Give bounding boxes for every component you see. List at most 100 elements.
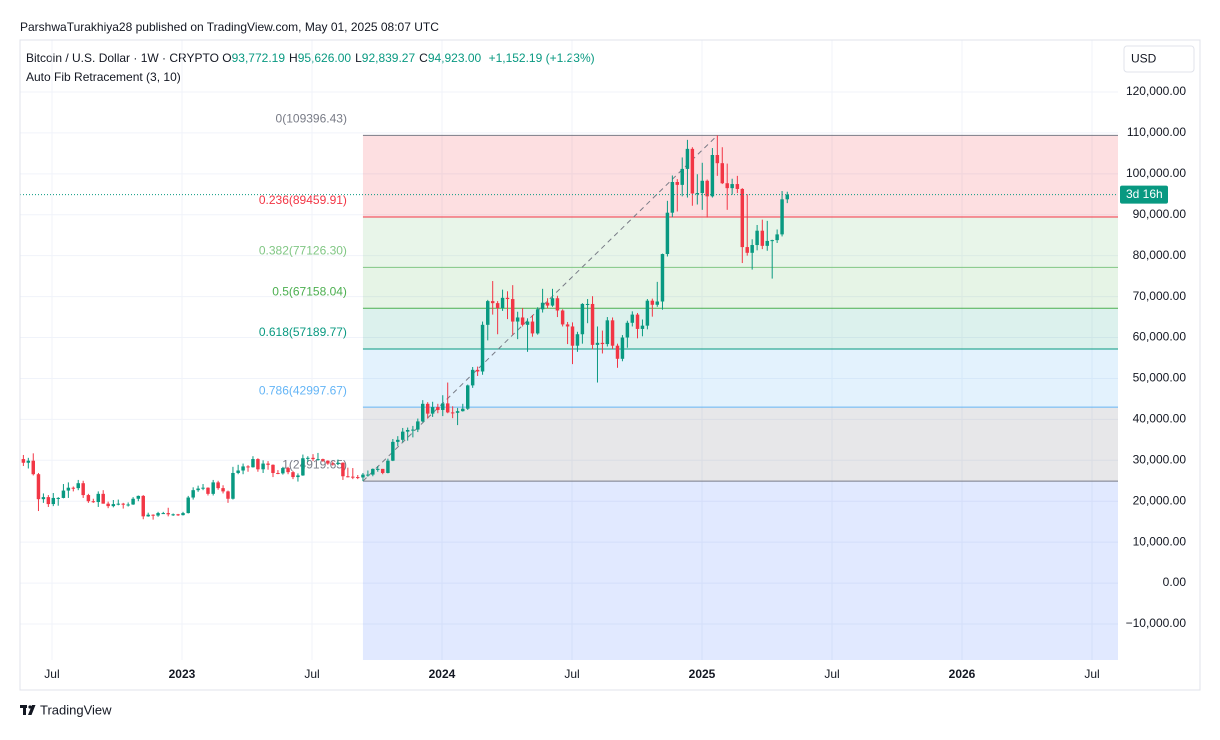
candle-body <box>56 497 60 499</box>
candle-body <box>430 407 435 414</box>
candle-body <box>525 321 530 325</box>
currency[interactable]: USD <box>1131 52 1157 66</box>
candle-body <box>36 474 41 500</box>
brand: TradingView <box>40 702 112 717</box>
candle-body <box>176 514 180 516</box>
candle-body <box>600 342 605 345</box>
candle-body <box>316 459 320 461</box>
candle-body <box>760 230 765 246</box>
x-tick-label: 2024 <box>429 667 456 681</box>
candle-body <box>161 513 165 515</box>
candle-body <box>326 460 330 464</box>
candle-body <box>216 482 220 489</box>
candle-body <box>61 490 66 498</box>
candle-body <box>685 148 690 169</box>
fib-band <box>362 216 1118 268</box>
plot: 120,000.00 110,000.00 100,000.00 90,000.00 8… <box>20 40 1186 681</box>
candle-body <box>71 487 76 489</box>
fib-band <box>362 349 1118 408</box>
fib-band <box>362 407 1118 482</box>
candle-body <box>321 459 325 461</box>
ohlc-value: 93,772.19 <box>231 51 286 65</box>
countdown-box <box>1120 185 1168 204</box>
candle-body <box>780 199 784 235</box>
candle-body <box>221 488 225 492</box>
fib-band <box>362 135 1118 217</box>
ohlc-values: O93,772.19 H95,626.00 L92,839.27 C94,923.00 <box>222 51 485 65</box>
candle-body <box>700 180 704 194</box>
y-tick-label: 90,000.00 <box>1133 207 1187 221</box>
candle-body <box>106 503 110 507</box>
candle-body <box>785 194 790 200</box>
fib-label: 0.236(89459.91) <box>259 193 347 207</box>
candle-body <box>710 154 715 197</box>
fib-label: 0.786(42997.67) <box>259 383 347 397</box>
brand-logo <box>20 705 36 715</box>
symbol: Bitcoin / U.S. Dollar · 1W · CRYPTO <box>26 51 219 65</box>
candle-body <box>91 501 96 503</box>
candle-body <box>505 297 510 300</box>
candle-body <box>236 470 240 473</box>
candle-body <box>680 168 684 185</box>
fib-label: 0(109396.43) <box>276 112 347 126</box>
fib-label: 0.382(77126.30) <box>259 244 347 258</box>
fib-label: 0.5(67158.04) <box>272 284 347 298</box>
currency-box[interactable] <box>1123 45 1195 73</box>
candle-body <box>555 298 560 311</box>
candle-body <box>111 504 116 507</box>
candle-body <box>610 320 615 346</box>
candle-body <box>540 302 545 310</box>
candle-body <box>461 408 465 412</box>
y-tick-label: 10,000.00 <box>1133 534 1187 548</box>
candle-body <box>226 491 230 499</box>
y-tick-label: 0.00 <box>1163 575 1187 589</box>
candle-body <box>436 407 440 410</box>
indicator-name: Auto Fib Retracement (3, 10) <box>26 70 181 84</box>
y-tick-label: 70,000.00 <box>1133 289 1187 303</box>
y-tick-label: 50,000.00 <box>1133 371 1187 385</box>
countdown: 3d 16h <box>1126 187 1163 201</box>
candle-body <box>246 466 250 468</box>
candle-body <box>380 468 385 473</box>
candle-body <box>745 247 749 253</box>
candle-body <box>141 495 145 517</box>
candle-body <box>450 412 455 414</box>
x-tick-label: 2026 <box>949 667 976 681</box>
candle-body <box>346 476 350 478</box>
fib-trend-line <box>362 135 718 482</box>
candle-body <box>336 462 340 464</box>
candle-body <box>515 317 520 322</box>
y-tick-label: 100,000.00 <box>1126 166 1186 180</box>
candle-body <box>251 459 255 468</box>
candle-body <box>286 468 290 473</box>
candle-body <box>81 483 85 496</box>
candle-body <box>276 472 280 474</box>
candle-body <box>76 483 80 489</box>
candle-body <box>196 488 200 491</box>
y-tick-label: 40,000.00 <box>1133 412 1187 426</box>
y-tick-label: 80,000.00 <box>1133 248 1187 262</box>
candle-body <box>151 514 155 516</box>
candle-body <box>306 457 310 459</box>
y-tick-label: 20,000.00 <box>1133 493 1187 507</box>
candle-body <box>750 245 754 253</box>
ohlc-key: H <box>289 51 298 65</box>
candle-body <box>261 463 265 470</box>
fib-band <box>362 308 1118 350</box>
candle-body <box>580 303 585 335</box>
candle-body <box>296 475 300 478</box>
candle-body <box>480 324 485 372</box>
candle-body <box>655 301 660 305</box>
candle-body <box>386 460 390 473</box>
candle-body <box>605 320 610 345</box>
candle-body <box>720 163 725 184</box>
candle-body <box>376 468 380 470</box>
candle-body <box>271 464 275 473</box>
candle-body <box>740 188 745 248</box>
candle-body <box>191 490 195 498</box>
candle-body <box>425 403 430 414</box>
candle-body <box>470 369 475 386</box>
candle-body <box>416 421 420 430</box>
